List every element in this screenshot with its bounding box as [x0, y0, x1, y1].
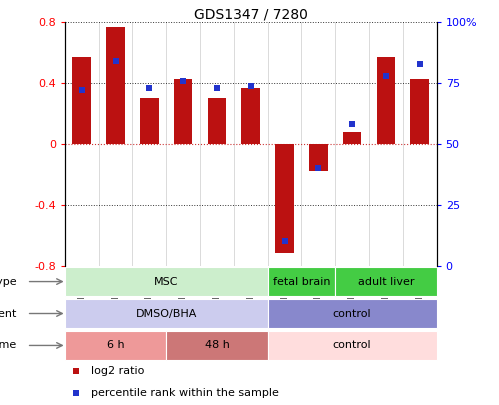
Bar [65, 299, 267, 328]
Text: DMSO/BHA: DMSO/BHA [136, 309, 197, 318]
Bar [267, 267, 335, 296]
Text: fetal brain: fetal brain [272, 277, 330, 287]
Bar [72, 57, 91, 144]
Bar [140, 98, 159, 144]
Bar [335, 267, 437, 296]
Text: log2 ratio: log2 ratio [91, 366, 144, 376]
Bar [309, 144, 328, 171]
Text: time: time [0, 341, 16, 350]
Bar [166, 331, 267, 360]
Text: agent: agent [0, 309, 16, 318]
Text: adult liver: adult liver [358, 277, 414, 287]
Text: 48 h: 48 h [205, 341, 230, 350]
Bar [267, 299, 437, 328]
Bar [411, 79, 429, 144]
Bar [242, 87, 260, 144]
Bar [65, 331, 166, 360]
Bar [106, 27, 125, 144]
Text: control: control [333, 341, 371, 350]
Bar [377, 57, 395, 144]
Text: percentile rank within the sample: percentile rank within the sample [91, 388, 279, 398]
Bar [267, 331, 437, 360]
Text: control: control [333, 309, 371, 318]
Title: GDS1347 / 7280: GDS1347 / 7280 [194, 7, 308, 21]
Bar [208, 98, 226, 144]
Bar [343, 132, 361, 144]
Text: 6 h: 6 h [107, 341, 124, 350]
Bar [174, 79, 193, 144]
Text: cell type: cell type [0, 277, 16, 287]
Text: MSC: MSC [154, 277, 179, 287]
Bar [275, 144, 294, 254]
Bar [65, 267, 267, 296]
